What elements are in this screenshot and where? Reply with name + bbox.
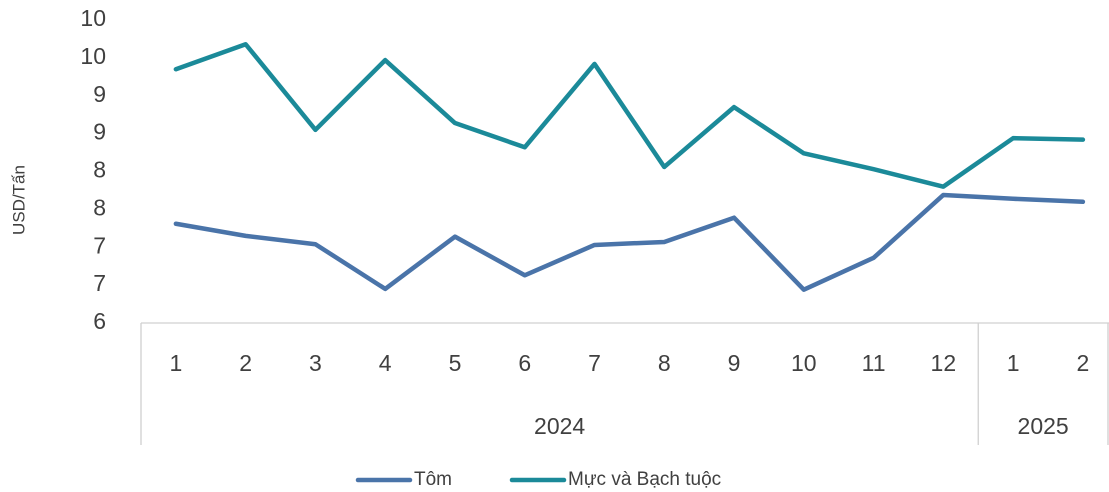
- x-tick-label: 8: [658, 350, 671, 376]
- y-tick-label: 9: [93, 81, 106, 107]
- x-tick-label: 6: [518, 350, 531, 376]
- x-tick-label: 1: [1007, 350, 1020, 376]
- y-tick-label: 8: [93, 157, 106, 183]
- x-tick-label: 9: [728, 350, 741, 376]
- group-label: 2025: [1018, 413, 1069, 439]
- y-tick-label: 10: [80, 43, 106, 69]
- y-tick-label: 8: [93, 194, 106, 220]
- y-tick-label: 10: [80, 5, 106, 31]
- x-tick-label: 10: [791, 350, 817, 376]
- legend-label: Mực và Bạch tuộc: [568, 469, 721, 490]
- group-label: 2024: [534, 413, 585, 439]
- x-tick-label: 5: [449, 350, 462, 376]
- x-tick-label: 1: [169, 350, 182, 376]
- y-tick-label: 7: [93, 270, 106, 296]
- x-tick-label: 12: [931, 350, 957, 376]
- x-tick-label: 3: [309, 350, 322, 376]
- y-tick-label: 9: [93, 119, 106, 145]
- series-line: [173, 192, 1086, 292]
- x-tick-label: 7: [588, 350, 601, 376]
- y-tick-label: 6: [93, 308, 106, 334]
- x-tick-label: 11: [862, 350, 886, 376]
- legend-label: Tôm: [414, 469, 452, 490]
- x-tick-label: 2: [239, 350, 252, 376]
- y-axis-label: USD/Tấn: [9, 165, 28, 235]
- x-tick-label: 2: [1076, 350, 1089, 376]
- series-line: [173, 41, 1086, 189]
- y-tick-label: 7: [93, 232, 106, 258]
- x-tick-label: 4: [379, 350, 392, 376]
